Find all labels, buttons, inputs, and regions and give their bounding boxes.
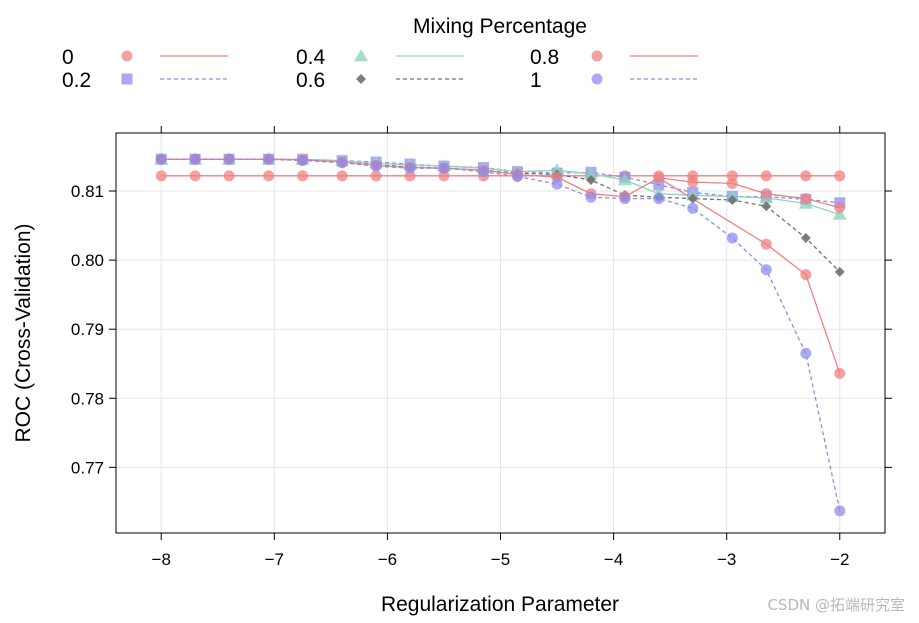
x-tick-label: −2 [830, 550, 849, 569]
series-points [154, 152, 847, 517]
data-point-0-2 [653, 179, 665, 191]
series-line-1 [161, 158, 841, 512]
data-point-0 [336, 170, 348, 182]
data-point-1 [478, 166, 490, 178]
data-point-0-6 [727, 195, 738, 206]
legend-title: Mixing Percentage [413, 15, 587, 38]
x-axis-label: Regularization Parameter [381, 593, 619, 616]
data-point-1 [800, 347, 812, 359]
x-tick-label: −7 [265, 550, 284, 569]
data-point-1 [189, 153, 201, 165]
data-point-1 [370, 160, 382, 172]
data-point-1 [404, 162, 416, 174]
x-tick-label: −8 [152, 550, 171, 569]
legend-marker-0-8 [591, 50, 603, 62]
y-axis-label: ROC (Cross-Validation) [12, 224, 35, 443]
legend-marker-0-2 [121, 73, 133, 85]
data-point-0 [800, 170, 812, 182]
x-tick-label: −3 [717, 550, 736, 569]
y-tick-label: 0.80 [71, 251, 104, 270]
data-point-1 [336, 157, 348, 169]
data-point-1 [223, 153, 235, 165]
legend-label-1: 1 [530, 69, 542, 92]
legend-label-0-6: 0.6 [296, 69, 325, 92]
data-point-1 [760, 264, 772, 276]
data-point-1 [155, 153, 167, 165]
legend: Mixing Percentage 00.2 0.40.6 0.81 [62, 15, 698, 92]
data-point-0-8 [834, 202, 846, 214]
data-point-0 [834, 170, 846, 182]
y-tick-label: 0.78 [71, 389, 104, 408]
data-point-0-6 [585, 174, 596, 185]
legend-marker-0 [121, 50, 133, 62]
data-point-1 [297, 155, 309, 167]
data-point-0 [297, 170, 309, 182]
data-point-0-4 [832, 207, 847, 220]
legend-label-0-2: 0.2 [62, 69, 91, 92]
data-point-1 [438, 162, 450, 174]
legend-marker-0-6 [356, 74, 366, 84]
data-point-0-8-drop [800, 269, 812, 281]
data-point-0-4 [617, 172, 632, 186]
data-point-0 [726, 170, 738, 182]
data-point-0 [438, 170, 450, 182]
data-point-1 [619, 193, 631, 205]
data-point-1 [585, 191, 597, 203]
data-point-0-8 [726, 177, 738, 189]
x-tick-label: −6 [378, 550, 397, 569]
legend-marker-1 [591, 73, 603, 85]
legend-label-0: 0 [62, 46, 74, 69]
data-point-1 [263, 153, 275, 165]
watermark: CSDN @拓端研究室 [767, 596, 905, 614]
data-point-0-8-drop [834, 367, 846, 379]
data-point-1 [834, 505, 846, 517]
data-point-0-8 [760, 188, 772, 200]
data-point-0-6 [834, 266, 845, 277]
data-point-1 [511, 171, 523, 183]
data-point-0-8 [653, 172, 665, 184]
data-point-0-4 [550, 163, 565, 176]
data-point-0-8-drop [760, 238, 772, 250]
data-point-1 [687, 202, 699, 214]
data-point-0-4 [583, 166, 598, 180]
data-point-1 [653, 193, 665, 205]
y-tick-label: 0.81 [71, 182, 104, 201]
data-point-0-8 [800, 193, 812, 205]
data-point-0-6 [687, 193, 698, 204]
series-lines [161, 158, 841, 512]
data-point-0-6 [761, 201, 772, 212]
legend-marker-0-4 [354, 49, 368, 62]
legend-label-0-4: 0.4 [296, 46, 326, 69]
series-line-0-8-drop [658, 177, 841, 374]
data-point-0-6 [800, 233, 811, 244]
plot-area: −8 −7 −6 −5 −4 −3 −2 0.77 0.78 0.79 0.80 0.81 [71, 126, 892, 569]
data-point-0 [760, 170, 772, 182]
data-point-1 [551, 178, 563, 190]
data-point-0-8 [687, 176, 699, 188]
data-point-0 [155, 170, 167, 182]
data-point-0 [404, 170, 416, 182]
axes: −8 −7 −6 −5 −4 −3 −2 0.77 0.78 0.79 0.80 0.81 [71, 126, 892, 569]
data-point-0 [370, 170, 382, 182]
data-point-1 [726, 232, 738, 244]
data-point-0 [263, 170, 275, 182]
y-tick-label: 0.79 [71, 320, 104, 339]
y-tick-label: 0.77 [71, 458, 104, 477]
x-tick-label: −5 [491, 550, 510, 569]
data-point-0 [223, 170, 235, 182]
x-tick-label: −4 [604, 550, 623, 569]
legend-label-0-8: 0.8 [530, 46, 559, 69]
data-point-0 [189, 170, 201, 182]
